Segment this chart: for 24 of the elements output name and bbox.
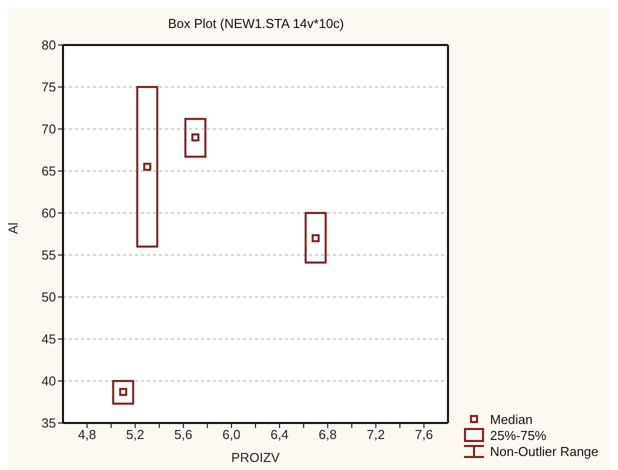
text: Median — [490, 412, 533, 426]
y-tick-label: 60 — [42, 206, 56, 221]
y-tick-label: 35 — [42, 416, 56, 431]
text: 25%-75% — [490, 428, 546, 442]
text: Non-Outlier Range — [490, 444, 598, 458]
y-tick-label: 75 — [42, 80, 56, 95]
y-tick-label: 70 — [42, 122, 56, 137]
x-tick-label: 6,0 — [222, 427, 240, 442]
y-tick-label: 55 — [42, 248, 56, 263]
x-tick-label: 6,8 — [318, 427, 337, 442]
y-tick-label: 40 — [42, 374, 56, 389]
chart-title: Box Plot (NEW1.STA 14v*10c) — [166, 16, 346, 31]
y-tick-label: 45 — [42, 332, 56, 347]
y-tick-label: 80 — [42, 38, 56, 53]
x-tick-label: 6,4 — [270, 427, 289, 442]
x-tick-label: 7,6 — [414, 427, 433, 442]
y-axis-title: Al — [6, 222, 21, 234]
y-tick-label: 65 — [42, 164, 56, 179]
x-tick-label: 5,2 — [126, 427, 144, 442]
x-tick-label: 5,6 — [174, 427, 192, 442]
y-tick-label: 50 — [42, 290, 56, 305]
x-axis-title: PROIZV — [231, 450, 280, 465]
x-tick-label: 7,2 — [366, 427, 385, 442]
x-tick-label: 4,8 — [78, 427, 96, 442]
